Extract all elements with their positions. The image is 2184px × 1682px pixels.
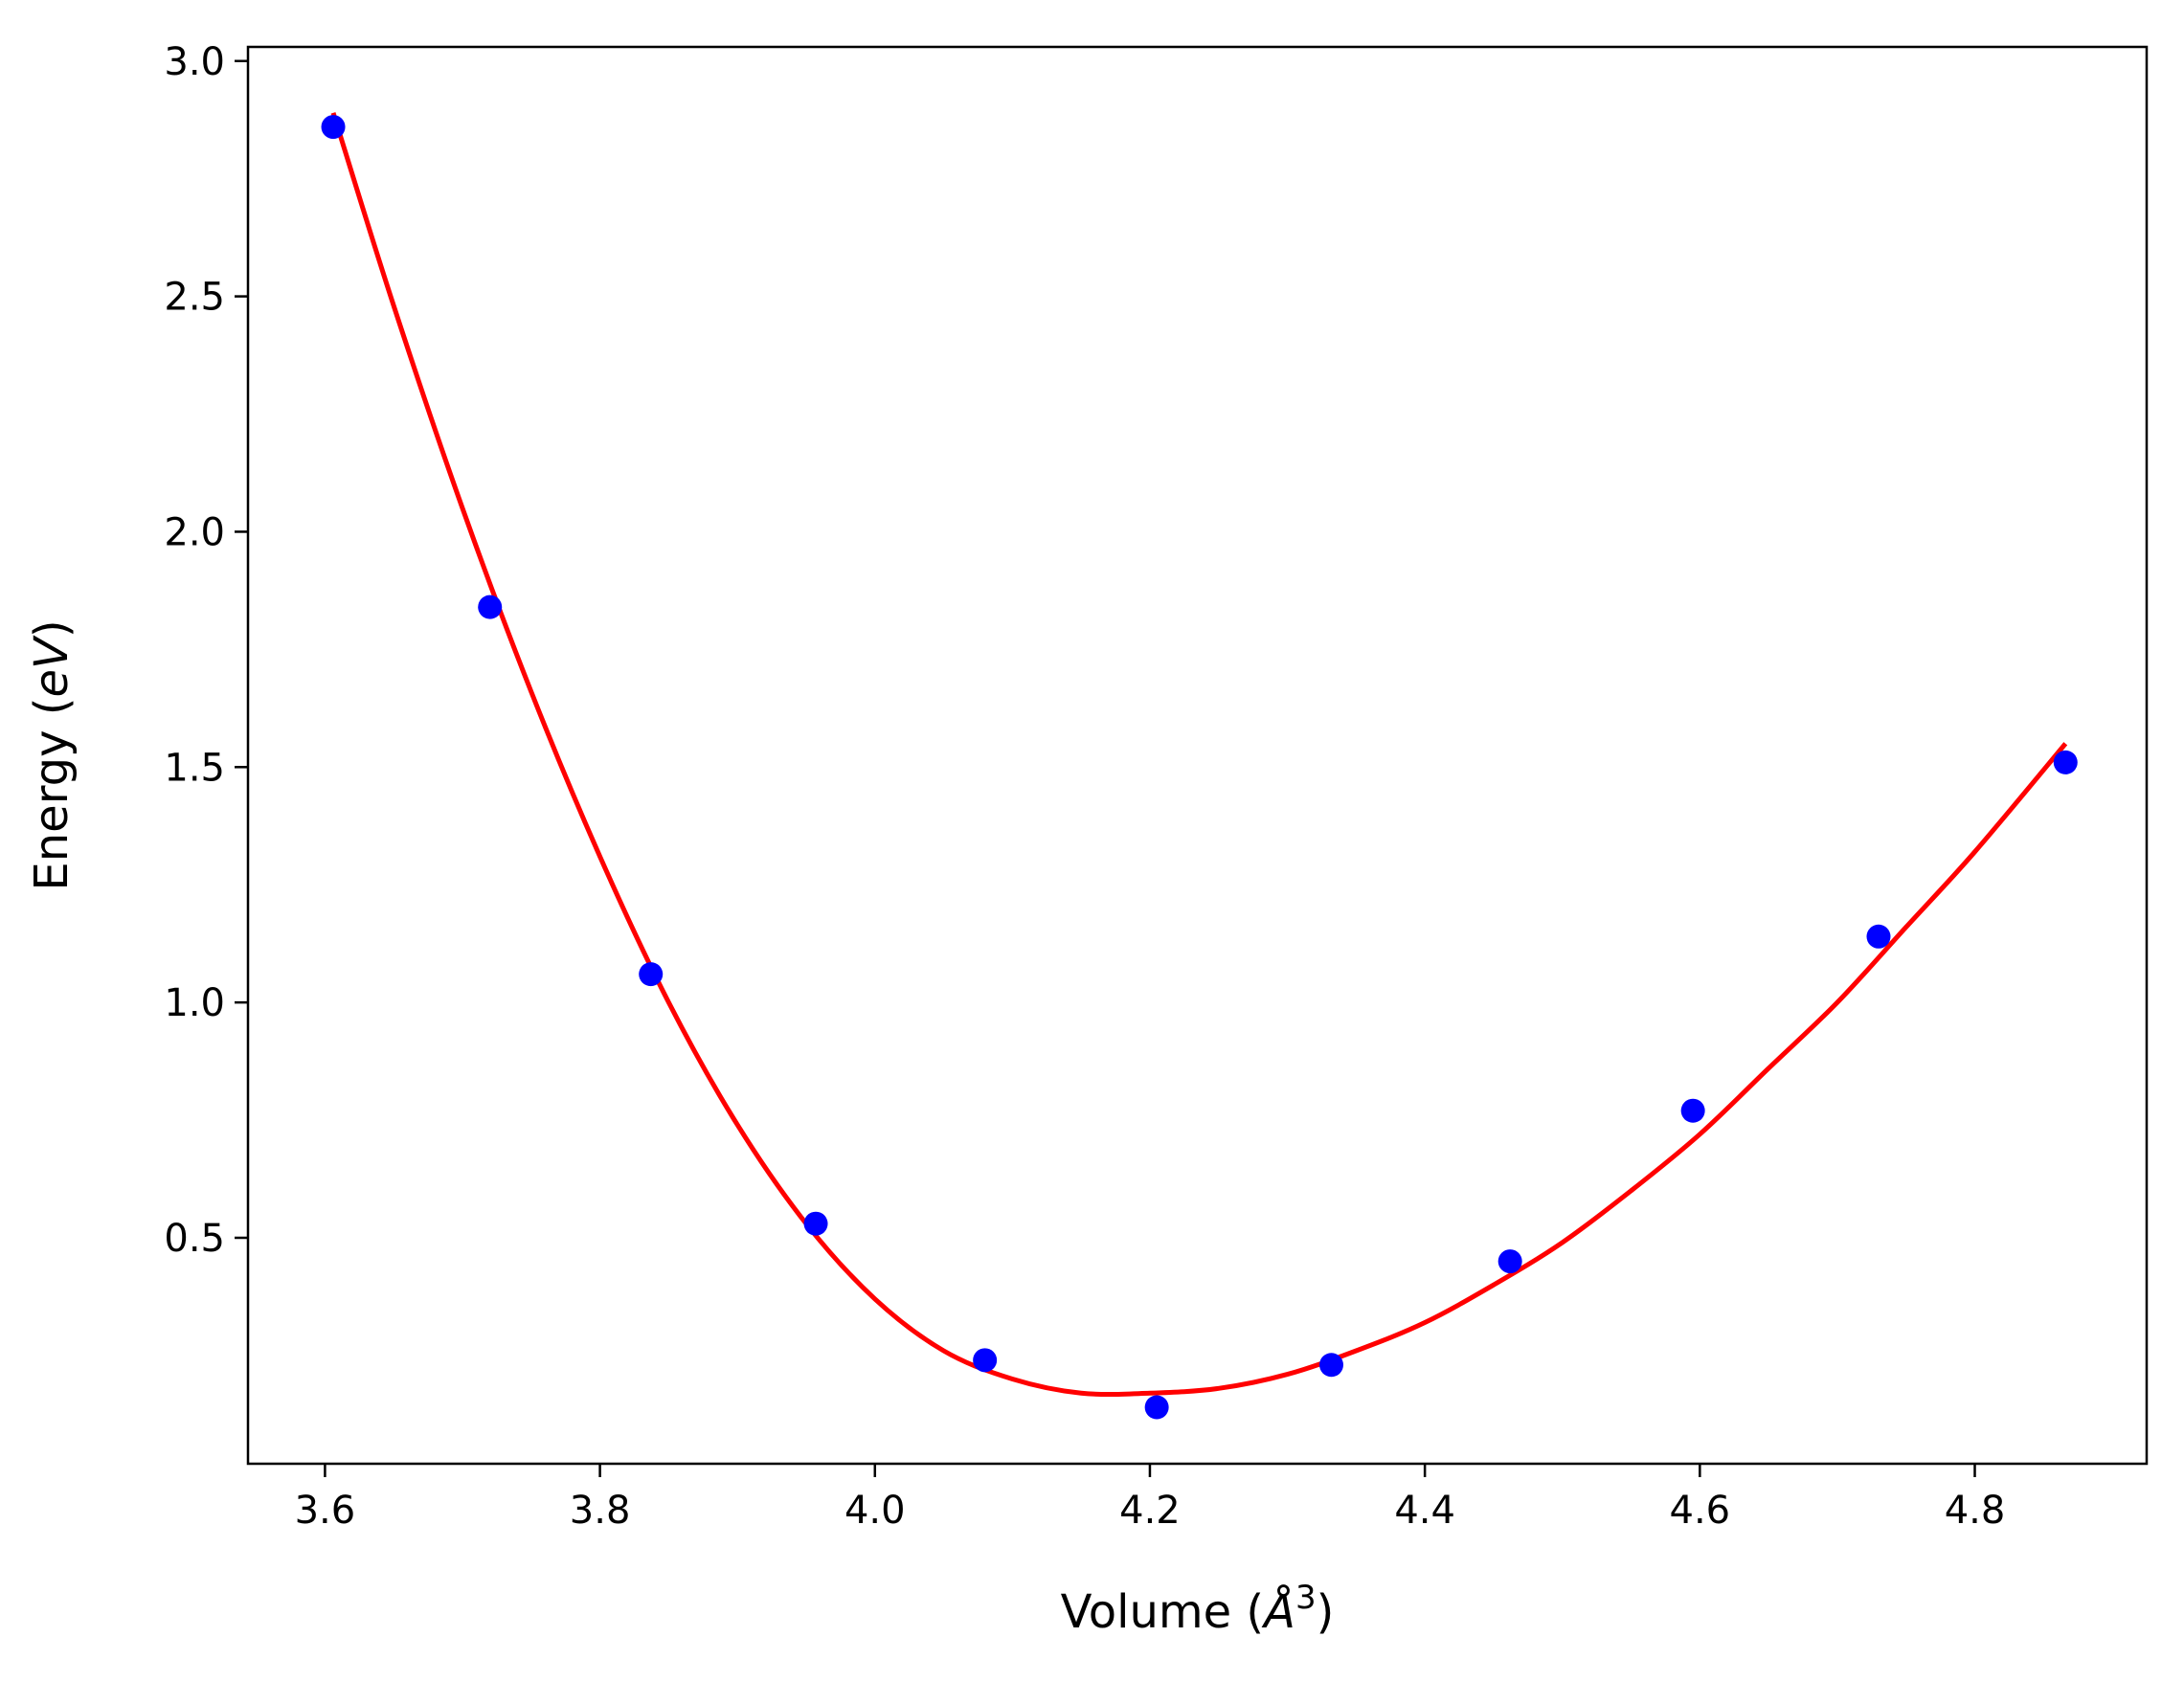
x-tick-label: 4.8 [1945,1489,2006,1533]
x-tick-label: 3.8 [570,1489,631,1533]
data-point [803,1211,828,1236]
x-axis-title-unit: Å [1261,1584,1295,1639]
data-point [1866,924,1891,949]
data-point [1497,1249,1522,1274]
x-axis-ticks: 3.6 3.8 4.0 4.2 4.4 4.6 4.8 [295,1464,2006,1533]
y-axis-title-suffix: ) [25,619,79,638]
fit-line [330,112,2068,1398]
x-tick-label: 3.6 [295,1489,356,1533]
x-tick-label: 4.0 [844,1489,906,1533]
data-point [1319,1353,1344,1378]
data-point [2053,750,2078,774]
y-axis-title-prefix: Energy ( [25,698,79,891]
y-tick-label: 3.0 [164,40,225,84]
data-point [1680,1098,1705,1123]
plot-area [321,112,2078,1420]
y-axis-title-unit: eV [25,635,79,698]
data-point [973,1348,998,1373]
x-axis-title: Volume (Å3) [1061,1579,1335,1639]
y-axis-title: Energy (eV) [25,619,79,890]
x-axis-title-suffix: ) [1317,1585,1335,1639]
y-tick-label: 2.0 [164,510,225,554]
axes-frame [246,45,2149,1466]
x-tick-label: 4.4 [1394,1489,1455,1533]
x-axis-title-prefix: Volume ( [1061,1585,1265,1639]
x-tick-label: 4.6 [1670,1489,1731,1533]
y-tick-label: 2.5 [164,276,225,320]
y-axis-ticks: 0.5 1.0 1.5 2.0 2.5 3.0 [164,40,248,1261]
y-tick-label: 1.0 [164,981,225,1025]
data-point [639,962,664,987]
x-tick-label: 4.2 [1119,1489,1181,1533]
y-tick-label: 0.5 [164,1217,225,1261]
data-point [1144,1395,1169,1420]
y-tick-label: 1.5 [164,746,225,790]
data-point [321,115,346,140]
x-axis-title-power: 3 [1295,1579,1317,1617]
data-point [478,594,503,619]
